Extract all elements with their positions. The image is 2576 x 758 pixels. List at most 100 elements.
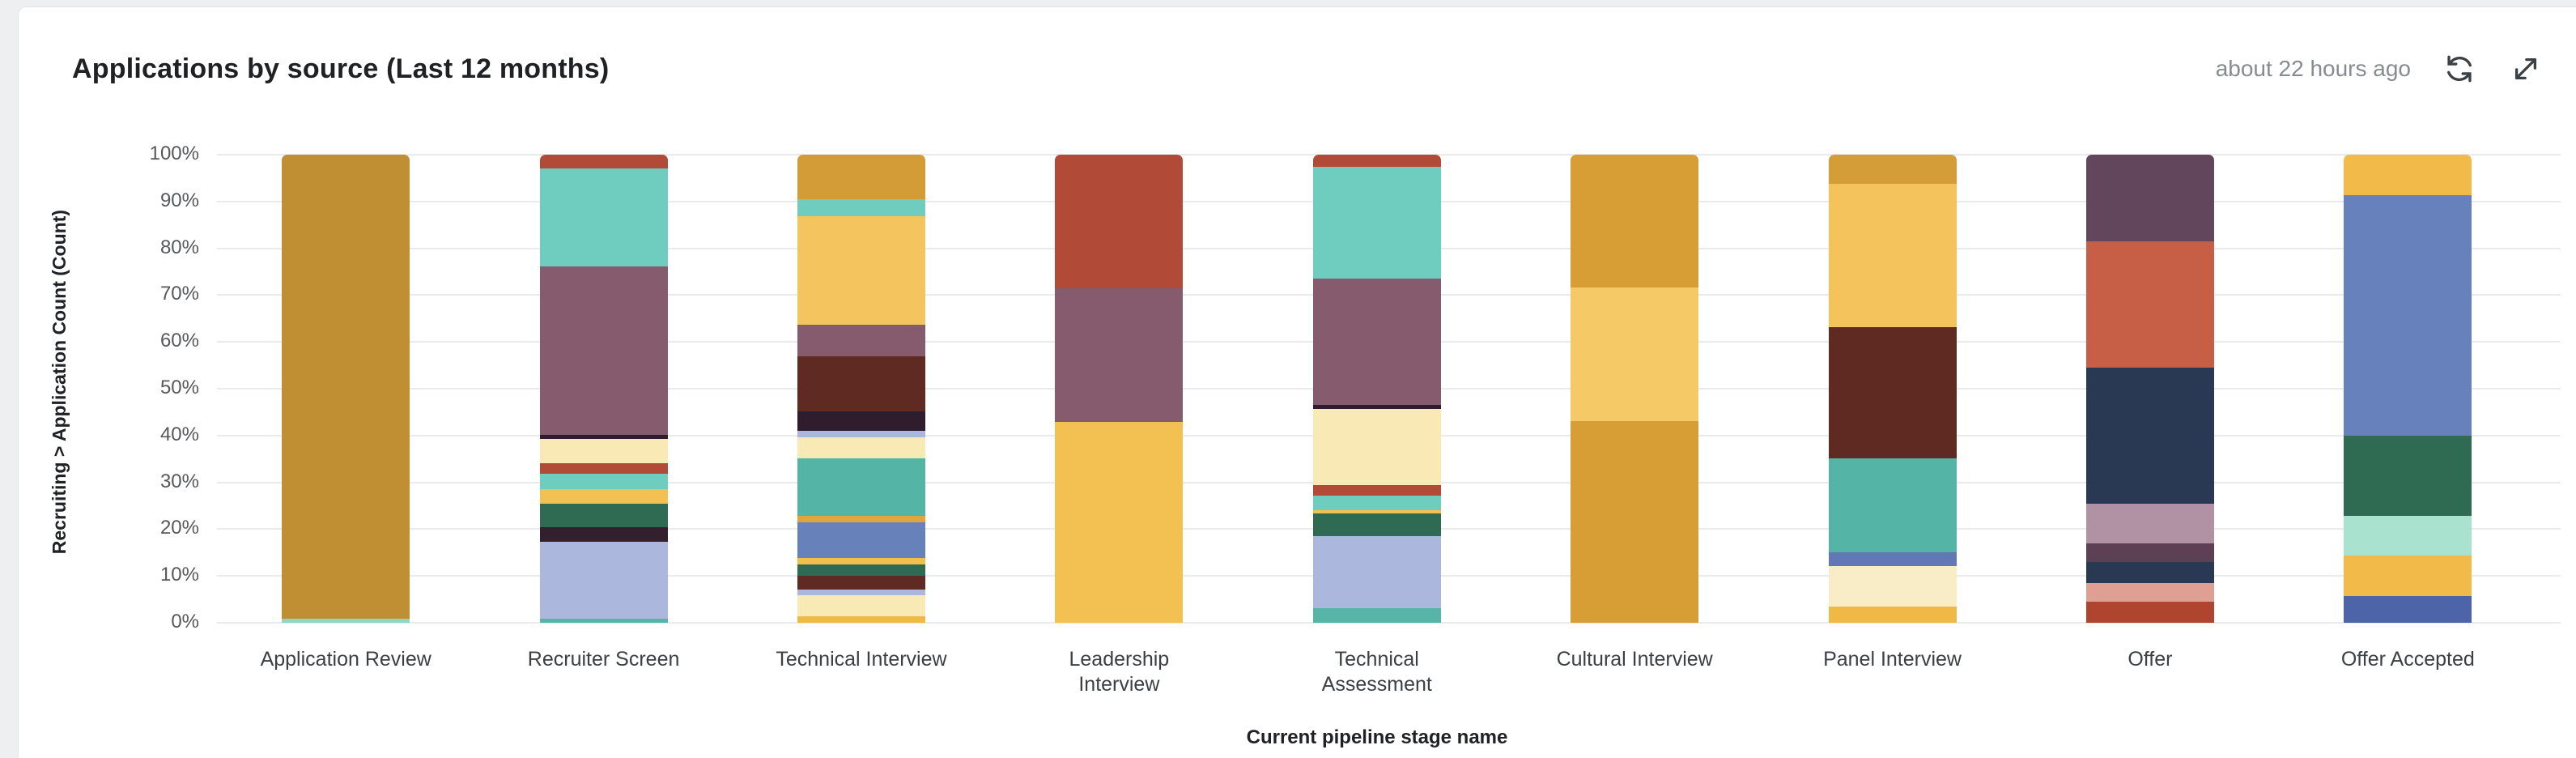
- x-category-label: Technical Interview: [776, 648, 947, 671]
- bar-segment[interactable]: [1312, 607, 1441, 623]
- bar-segment[interactable]: [539, 155, 668, 168]
- bar-segment[interactable]: [797, 515, 925, 522]
- stacked-bar-technical-assessment: [1312, 155, 1441, 623]
- bar-segment[interactable]: [1828, 566, 1957, 607]
- stacked-bar-leadership-interview: [1055, 155, 1184, 623]
- bar-segment[interactable]: [2344, 556, 2472, 597]
- bar-segment[interactable]: [539, 527, 668, 542]
- stacked-bar-offer-accepted: [2344, 155, 2472, 623]
- stacked-bar-chart: Recruiting > Application Count (Count) 1…: [19, 7, 2576, 758]
- bar-segment[interactable]: [1312, 509, 1441, 514]
- bar-segment[interactable]: [2085, 503, 2214, 543]
- bar-segment[interactable]: [539, 462, 668, 475]
- bar-segment[interactable]: [539, 618, 668, 623]
- bar-segment[interactable]: [282, 155, 410, 620]
- y-tick-label: 0%: [171, 611, 199, 632]
- bar-segment[interactable]: [1055, 288, 1184, 423]
- bar-segment[interactable]: [2085, 562, 2214, 583]
- x-category-label: Cultural Interview: [1556, 648, 1713, 671]
- bar-segment[interactable]: [2344, 155, 2472, 195]
- bar-segment[interactable]: [1571, 155, 1699, 288]
- bar-segment[interactable]: [797, 155, 925, 199]
- x-category-label: Offer: [2128, 648, 2173, 671]
- bar-segment[interactable]: [539, 489, 668, 505]
- expand-icon: [2509, 52, 2543, 86]
- bar-segment[interactable]: [282, 619, 410, 623]
- x-category-label: Offer Accepted: [2340, 648, 2475, 671]
- y-tick-label: 50%: [159, 377, 199, 398]
- bar-segment[interactable]: [797, 616, 925, 623]
- bar-segment[interactable]: [797, 458, 925, 516]
- bar-segment[interactable]: [1312, 408, 1441, 486]
- bar-segment[interactable]: [1312, 278, 1441, 405]
- bar-segment[interactable]: [797, 558, 925, 564]
- stacked-bar-technical-interview: [797, 155, 925, 623]
- bar-segment[interactable]: [2085, 241, 2214, 368]
- header-actions: about 22 hours ago: [2216, 51, 2544, 87]
- bar-segment[interactable]: [797, 564, 925, 577]
- bar-segment[interactable]: [1828, 327, 1957, 459]
- bar-segment[interactable]: [539, 168, 668, 266]
- bar-slot: [2021, 155, 2279, 623]
- bar-segment[interactable]: [2085, 601, 2214, 623]
- bar-segment[interactable]: [1571, 287, 1699, 421]
- bar-segment[interactable]: [797, 216, 925, 326]
- bar-segment[interactable]: [1828, 155, 1957, 185]
- bar-segment[interactable]: [1828, 184, 1957, 328]
- bar-segment[interactable]: [1312, 535, 1441, 608]
- bar-segment[interactable]: [2085, 582, 2214, 602]
- gridline-0%: 0%: [171, 611, 2561, 632]
- x-category-label: Recruiter Screen: [527, 648, 680, 671]
- expand-button[interactable]: [2508, 51, 2544, 87]
- bar-segment[interactable]: [2085, 367, 2214, 504]
- bar-segment[interactable]: [797, 411, 925, 431]
- bar-segment[interactable]: [797, 576, 925, 590]
- y-tick-label: 80%: [159, 236, 199, 258]
- bar-segment[interactable]: [1055, 155, 1184, 289]
- y-tick-label: 30%: [159, 470, 199, 492]
- bar-segment[interactable]: [1571, 420, 1699, 623]
- bar-segment[interactable]: [539, 474, 668, 490]
- bar-segment[interactable]: [1312, 155, 1441, 168]
- refresh-icon: [2442, 52, 2476, 86]
- stacked-bar-recruiter-screen: [539, 155, 668, 623]
- bar-slot: [733, 155, 990, 623]
- bar-segment[interactable]: [1828, 458, 1957, 552]
- bar-segment[interactable]: [1312, 404, 1441, 409]
- bar-segment[interactable]: [797, 589, 925, 596]
- bar-segment[interactable]: [2085, 155, 2214, 241]
- bar-slot: [1248, 155, 1506, 623]
- bar-segment[interactable]: [1828, 551, 1957, 567]
- bar-segment[interactable]: [539, 438, 668, 463]
- bar-segment[interactable]: [2344, 596, 2472, 623]
- bar-segment[interactable]: [539, 541, 668, 619]
- bar-segment[interactable]: [1055, 422, 1184, 623]
- bar-segment[interactable]: [797, 437, 925, 459]
- bar-segment[interactable]: [797, 595, 925, 617]
- bar-segment[interactable]: [797, 325, 925, 356]
- bar-segment[interactable]: [2344, 435, 2472, 516]
- bar-segment[interactable]: [1312, 496, 1441, 510]
- bar-segment[interactable]: [1312, 485, 1441, 496]
- x-category-label: Technical Assessment: [1321, 648, 1432, 696]
- bar-segment[interactable]: [1312, 513, 1441, 536]
- bar-segment[interactable]: [2344, 194, 2472, 436]
- y-tick-label: 10%: [159, 564, 199, 586]
- refresh-button[interactable]: [2442, 51, 2477, 87]
- bar-segment[interactable]: [2085, 543, 2214, 563]
- y-tick-label: 20%: [159, 517, 199, 539]
- bar-segment[interactable]: [797, 430, 925, 438]
- bar-segment[interactable]: [797, 356, 925, 411]
- bar-slot: [990, 155, 1248, 623]
- bar-segment[interactable]: [1312, 167, 1441, 279]
- bar-segment[interactable]: [539, 266, 668, 435]
- bar-segment[interactable]: [797, 522, 925, 559]
- bar-segment[interactable]: [539, 434, 668, 439]
- stacked-bar-panel-interview: [1828, 155, 1957, 623]
- bar-segment[interactable]: [1828, 606, 1957, 623]
- bar-segment[interactable]: [797, 198, 925, 217]
- bar-segment[interactable]: [2344, 515, 2472, 556]
- bar-slot: [474, 155, 732, 623]
- bar-segment[interactable]: [539, 504, 668, 527]
- bar-slot: [1763, 155, 2021, 623]
